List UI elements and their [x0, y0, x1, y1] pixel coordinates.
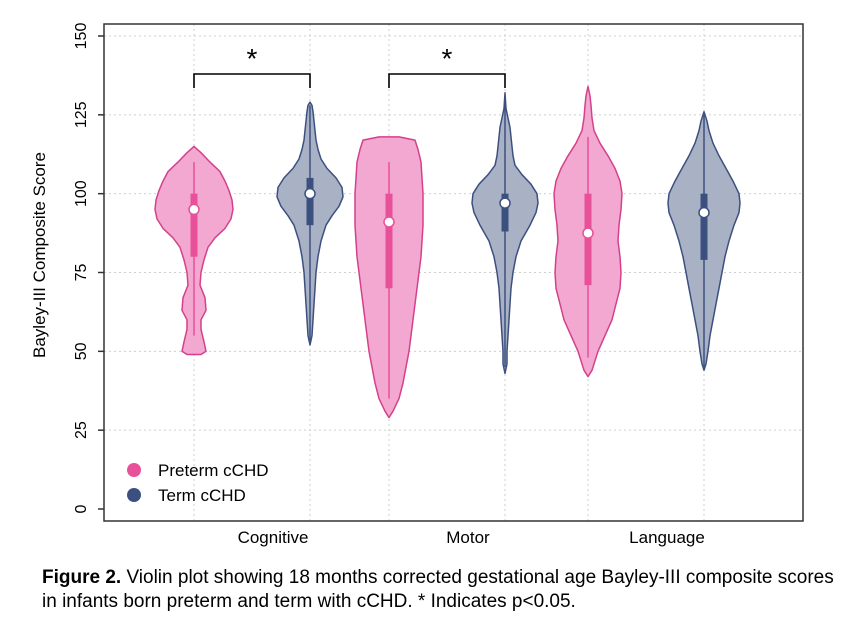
- median-marker: [582, 227, 594, 239]
- iqr-box: [584, 193, 592, 286]
- median-marker: [188, 203, 200, 216]
- significance-star: *: [247, 43, 258, 74]
- significance-bracket: [388, 73, 506, 88]
- iqr-box: [700, 193, 708, 260]
- legend-label: Term cCHD: [158, 486, 246, 505]
- median-marker: [383, 216, 395, 228]
- y-tick-label: 75: [73, 264, 90, 282]
- violin-chart: 0 25 50 75 100 125 150 Cognitive Motor Language *…: [30, 23, 804, 547]
- significance-star: *: [442, 43, 453, 74]
- caption-label: Figure 2.: [42, 567, 122, 588]
- y-tick-label: 0: [73, 504, 90, 513]
- caption-text: Violin plot showing 18 months corrected …: [42, 567, 834, 612]
- median-marker: [698, 206, 710, 219]
- y-axis-label: Bayley-III Composite Score: [30, 152, 49, 358]
- x-tick-label: Language: [629, 528, 705, 547]
- significance-bracket: [193, 73, 311, 88]
- legend-marker: [127, 463, 141, 477]
- figure-caption: Figure 2. Violin plot showing 18 months …: [42, 566, 842, 614]
- axes: 0 25 50 75 100 125 150 Cognitive Motor Language: [73, 23, 804, 547]
- y-tick-label: 25: [73, 421, 90, 439]
- y-tick-label: 150: [73, 23, 90, 50]
- iqr-box: [385, 193, 393, 289]
- y-tick-label: 125: [73, 101, 90, 128]
- iqr-box: [501, 193, 509, 232]
- median-marker: [499, 197, 511, 209]
- iqr-box: [190, 193, 198, 257]
- violins: [154, 85, 741, 419]
- legend-marker: [127, 488, 141, 502]
- iqr-box: [306, 177, 314, 226]
- legend: Preterm cCHD Term cCHD: [127, 461, 269, 505]
- x-tick-label: Cognitive: [238, 528, 309, 547]
- x-tick-label: Motor: [446, 528, 490, 547]
- significance-annotations: * *: [193, 43, 506, 88]
- legend-label: Preterm cCHD: [158, 461, 269, 480]
- median-marker: [304, 187, 316, 200]
- y-tick-label: 50: [73, 342, 90, 360]
- y-tick-label: 100: [73, 180, 90, 207]
